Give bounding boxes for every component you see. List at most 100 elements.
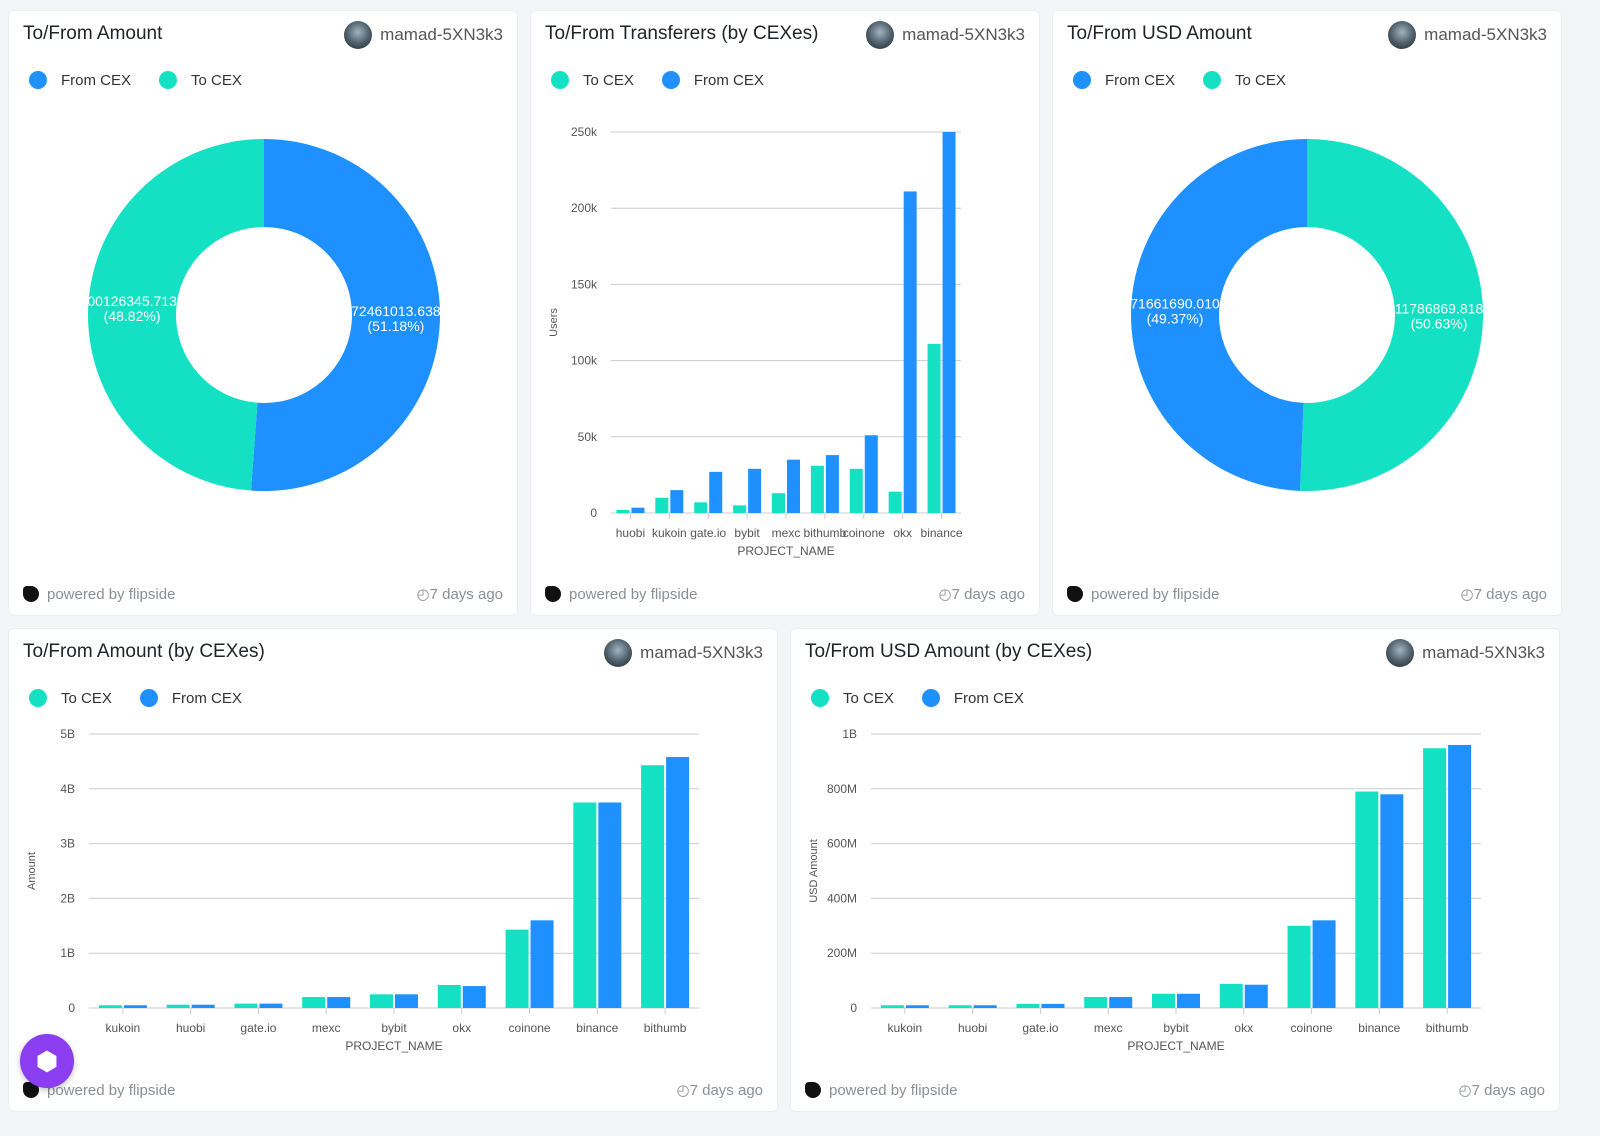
bar-to-cex[interactable] — [772, 493, 785, 513]
y-tick-label: 1B — [60, 946, 75, 960]
author[interactable]: mamad-5XN3k3 — [604, 639, 763, 667]
bar-from-cex[interactable] — [1244, 984, 1268, 1008]
bar-from-cex[interactable] — [864, 435, 878, 513]
bar-to-cex[interactable] — [1084, 997, 1108, 1008]
bar-from-cex[interactable] — [666, 757, 690, 1008]
powered-by[interactable]: powered by flipside — [47, 1081, 176, 1099]
bar-to-cex[interactable] — [733, 505, 747, 513]
author[interactable]: mamad-5XN3k3 — [1388, 21, 1547, 49]
author[interactable]: mamad-5XN3k3 — [1386, 639, 1545, 667]
bar-from-cex[interactable] — [748, 468, 762, 513]
bar-from-cex[interactable] — [530, 920, 554, 1008]
y-tick-label: 200M — [827, 946, 857, 960]
check-clock-icon: ◴ — [1460, 586, 1474, 603]
bar-from-cex[interactable] — [903, 191, 917, 513]
author[interactable]: mamad-5XN3k3 — [866, 21, 1025, 49]
flipside-logo-icon — [545, 586, 561, 602]
legend-item[interactable]: From CEX — [139, 689, 242, 707]
bar-from-cex[interactable] — [1448, 744, 1472, 1008]
chart-card: To/From USD Amount (by CEXes) mamad-5XN3… — [790, 628, 1560, 1112]
slice-value-label: 71661690.010 — [1130, 295, 1220, 311]
powered-by[interactable]: powered by flipside — [569, 585, 698, 603]
bar-to-cex[interactable] — [505, 929, 529, 1008]
bar-to-cex[interactable] — [1423, 748, 1447, 1008]
flipside-app-button[interactable]: ⬢ — [20, 1034, 74, 1088]
bar-to-cex[interactable] — [810, 465, 824, 513]
bar-from-cex[interactable] — [191, 1004, 215, 1008]
flipside-logo-icon: ⬢ — [35, 1045, 59, 1076]
legend-dot-icon — [139, 689, 158, 707]
powered-by[interactable]: powered by flipside — [829, 1081, 958, 1099]
bar-from-cex[interactable] — [395, 994, 418, 1008]
bar-to-cex[interactable] — [694, 502, 708, 513]
bar-from-cex[interactable] — [670, 490, 684, 513]
legend-item[interactable]: From CEX — [661, 71, 764, 89]
legend-item[interactable]: To CEX — [811, 689, 894, 707]
powered-by[interactable]: powered by flipside — [47, 585, 176, 603]
bar-from-cex[interactable] — [462, 986, 486, 1008]
bar-from-cex[interactable] — [1312, 920, 1336, 1008]
bar-to-cex[interactable] — [370, 994, 393, 1008]
legend-item[interactable]: From CEX — [1073, 71, 1175, 89]
bar-to-cex[interactable] — [655, 497, 669, 513]
y-tick-label: 200k — [571, 201, 598, 215]
bar-from-cex[interactable] — [973, 1005, 997, 1008]
bar-to-cex[interactable] — [927, 343, 941, 513]
bar-to-cex[interactable] — [1152, 993, 1175, 1008]
bar-from-cex[interactable] — [327, 997, 351, 1008]
legend-item[interactable]: To CEX — [29, 689, 112, 707]
legend-label: From CEX — [693, 71, 764, 89]
bar-to-cex[interactable] — [1016, 1003, 1040, 1008]
bar-from-cex[interactable] — [942, 132, 956, 513]
bar-from-cex[interactable] — [905, 1005, 929, 1008]
bar-to-cex[interactable] — [234, 1003, 258, 1008]
avatar — [344, 21, 373, 49]
bar-from-cex[interactable] — [598, 802, 622, 1009]
legend-item[interactable]: To CEX — [1203, 71, 1286, 89]
bar-to-cex[interactable] — [641, 765, 665, 1008]
author-name: mamad-5XN3k3 — [1424, 25, 1547, 44]
pie-slice[interactable] — [1300, 139, 1483, 491]
bar-from-cex[interactable] — [825, 455, 839, 513]
bar-from-cex[interactable] — [259, 1003, 283, 1008]
powered-by[interactable]: powered by flipside — [1091, 585, 1220, 603]
legend-dot-icon — [661, 71, 680, 89]
y-axis-label: USD Amount — [808, 839, 820, 903]
pie-slice[interactable] — [88, 139, 264, 491]
author[interactable]: mamad-5XN3k3 — [344, 21, 503, 49]
legend-item[interactable]: To CEX — [159, 71, 242, 89]
bar-to-cex[interactable] — [1219, 983, 1243, 1008]
bar-to-cex[interactable] — [166, 1004, 190, 1008]
y-tick-label: 1B — [842, 727, 857, 741]
bar-from-cex[interactable] — [631, 507, 645, 513]
bar-from-cex[interactable] — [1380, 794, 1404, 1008]
bar-to-cex[interactable] — [849, 468, 863, 513]
chart-card: To/From Amount mamad-5XN3k3 From CEX To C… — [8, 10, 518, 616]
pie-slice[interactable] — [250, 139, 441, 491]
bar-to-cex[interactable] — [1355, 791, 1379, 1008]
bar-from-cex[interactable] — [1177, 993, 1200, 1008]
slice-percent-label: (51.18%) — [368, 318, 425, 334]
y-tick-label: 2B — [60, 891, 75, 905]
x-tick-label: coinone — [1291, 1021, 1333, 1035]
bar-from-cex[interactable] — [1109, 997, 1133, 1008]
bar-from-cex[interactable] — [709, 471, 723, 513]
pie-slice[interactable] — [1131, 139, 1307, 491]
bar-to-cex[interactable] — [948, 1005, 972, 1008]
legend-item[interactable]: To CEX — [551, 71, 634, 89]
bar-to-cex[interactable] — [98, 1005, 122, 1008]
bar-to-cex[interactable] — [616, 509, 630, 513]
bar-to-cex[interactable] — [573, 802, 597, 1009]
x-tick-label: bithumb — [804, 526, 847, 540]
bar-to-cex[interactable] — [1287, 925, 1311, 1008]
x-tick-label: gate.io — [240, 1021, 276, 1035]
bar-from-cex[interactable] — [1041, 1003, 1065, 1008]
bar-to-cex[interactable] — [302, 997, 326, 1008]
bar-to-cex[interactable] — [437, 984, 461, 1008]
bar-to-cex[interactable] — [880, 1005, 904, 1008]
legend-item[interactable]: From CEX — [29, 71, 131, 89]
legend-item[interactable]: From CEX — [921, 689, 1024, 707]
bar-from-cex[interactable] — [123, 1005, 147, 1008]
bar-to-cex[interactable] — [888, 491, 902, 513]
bar-from-cex[interactable] — [787, 459, 800, 513]
